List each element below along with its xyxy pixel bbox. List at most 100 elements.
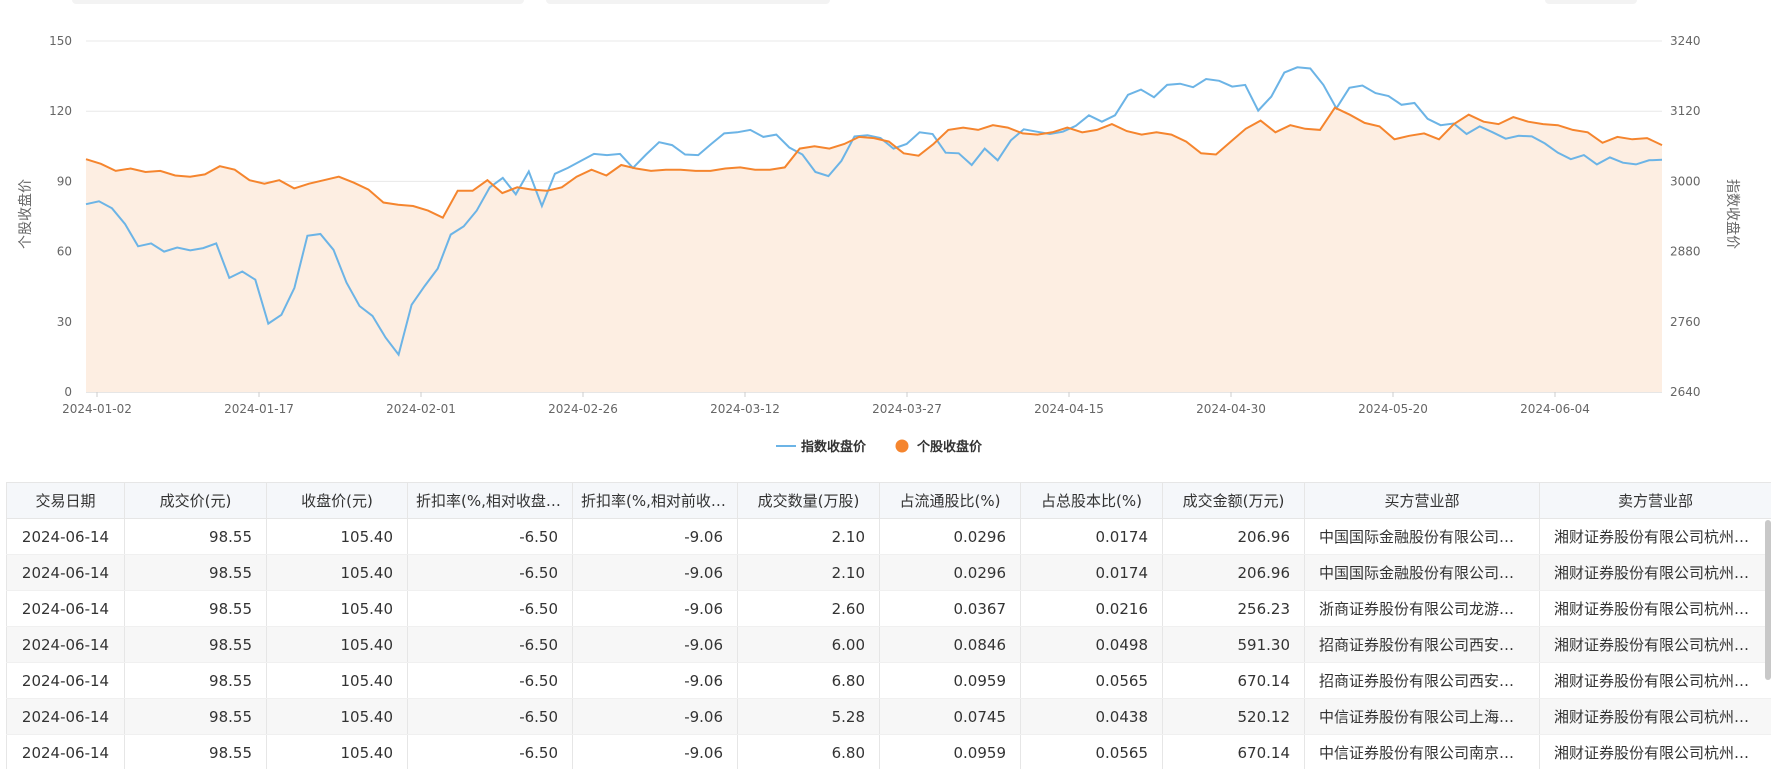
cell-close-price: 105.40	[266, 518, 408, 555]
cell-trade-price: 98.55	[124, 518, 267, 555]
cell-close-price: 105.40	[266, 554, 408, 591]
table-scrollbar[interactable]	[1765, 520, 1771, 680]
col-header-discount-prev-close[interactable]: 折扣率(%,相对前收盘价)	[572, 482, 738, 519]
cell-buyer: 中信证券股份有限公司南京营业部	[1304, 734, 1540, 769]
cell-volume: 6.00	[737, 626, 880, 663]
cell-discount-prev-close: -9.06	[572, 734, 738, 769]
table-row[interactable]: 2024-06-14 98.55 105.40 -6.50 -9.06 2.10 0.029…	[6, 518, 1771, 555]
cell-trade-price: 98.55	[124, 554, 267, 591]
left-tick-label: 60	[57, 245, 72, 259]
col-header-close-price[interactable]: 收盘价(元)	[266, 482, 408, 519]
cell-discount-prev-close: -9.06	[572, 662, 738, 699]
legend-index-label: 指数收盘价	[801, 439, 867, 455]
x-tick-label: 2024-02-26	[548, 402, 618, 416]
block-trade-table: 交易日期 成交价(元) 收盘价(元) 折扣率(%,相对收盘价) 折扣率(%,相对…	[6, 482, 1771, 769]
table-row[interactable]: 2024-06-14 98.55 105.40 -6.50 -9.06 2.10 0.029…	[6, 554, 1771, 591]
cell-discount-close: -6.50	[407, 590, 573, 627]
table-header-row: 交易日期 成交价(元) 收盘价(元) 折扣率(%,相对收盘价) 折扣率(%,相对…	[6, 482, 1771, 519]
left-tick-label: 0	[64, 385, 72, 399]
x-tick-label: 2024-03-12	[710, 402, 780, 416]
right-tick-label: 2760	[1670, 315, 1701, 329]
cell-float-ratio: 0.0846	[879, 626, 1021, 663]
legend-item-stock[interactable]: 个股收盘价	[895, 439, 984, 455]
col-header-buyer[interactable]: 买方营业部	[1304, 482, 1540, 519]
cell-trade-price: 98.55	[124, 662, 267, 699]
cell-volume: 2.10	[737, 554, 880, 591]
cell-buyer: 中国国际金融股份有限公司上海分公司	[1304, 554, 1540, 591]
top-control-stub-left	[72, 0, 524, 4]
cell-amount: 256.23	[1162, 590, 1305, 627]
cell-seller: 湘财证券股份有限公司杭州营业部	[1539, 698, 1771, 735]
cell-date: 2024-06-14	[6, 554, 125, 591]
cell-date: 2024-06-14	[6, 698, 125, 735]
cell-float-ratio: 0.0367	[879, 590, 1021, 627]
cell-close-price: 105.40	[266, 626, 408, 663]
table-row[interactable]: 2024-06-14 98.55 105.40 -6.50 -9.06 5.28 0.074…	[6, 698, 1771, 735]
cell-seller: 湘财证券股份有限公司杭州营业部	[1539, 518, 1771, 555]
legend: 指数收盘价 个股收盘价	[776, 439, 983, 455]
col-header-date[interactable]: 交易日期	[6, 482, 125, 519]
left-tick-label: 90	[57, 174, 72, 188]
left-tick-label: 120	[49, 104, 72, 118]
x-tick-label: 2024-03-27	[872, 402, 942, 416]
cell-amount: 520.12	[1162, 698, 1305, 735]
cell-total-ratio: 0.0438	[1020, 698, 1163, 735]
cell-float-ratio: 0.0959	[879, 734, 1021, 769]
cell-volume: 6.80	[737, 662, 880, 699]
x-tick-label: 2024-01-17	[224, 402, 294, 416]
left-tick-label: 150	[49, 34, 72, 48]
right-tick-label: 3000	[1670, 174, 1701, 188]
cell-total-ratio: 0.0565	[1020, 734, 1163, 769]
col-header-float-ratio[interactable]: 占流通股比(%)	[879, 482, 1021, 519]
cell-amount: 591.30	[1162, 626, 1305, 663]
x-tick-label: 2024-04-15	[1034, 402, 1104, 416]
cell-close-price: 105.40	[266, 734, 408, 769]
cell-date: 2024-06-14	[6, 734, 125, 769]
cell-trade-price: 98.55	[124, 626, 267, 663]
col-header-volume[interactable]: 成交数量(万股)	[737, 482, 880, 519]
cell-buyer: 中国国际金融股份有限公司上海分公司	[1304, 518, 1540, 555]
cell-seller: 湘财证券股份有限公司杭州营业部	[1539, 734, 1771, 769]
legend-stock-label: 个股收盘价	[916, 439, 983, 455]
cell-discount-close: -6.50	[407, 734, 573, 769]
col-header-trade-price[interactable]: 成交价(元)	[124, 482, 267, 519]
table-row[interactable]: 2024-06-14 98.55 105.40 -6.50 -9.06 6.00 0.084…	[6, 626, 1771, 663]
cell-buyer: 招商证券股份有限公司西安营业部	[1304, 662, 1540, 699]
left-axis-label: 个股收盘价	[17, 179, 34, 249]
cell-float-ratio: 0.0296	[879, 554, 1021, 591]
cell-discount-close: -6.50	[407, 518, 573, 555]
legend-item-index[interactable]: 指数收盘价	[776, 439, 867, 455]
right-tick-label: 2880	[1670, 245, 1701, 259]
cell-buyer: 招商证券股份有限公司西安营业部	[1304, 626, 1540, 663]
cell-discount-close: -6.50	[407, 554, 573, 591]
cell-volume: 2.10	[737, 518, 880, 555]
table-row[interactable]: 2024-06-14 98.55 105.40 -6.50 -9.06 2.60 0.036…	[6, 590, 1771, 627]
cell-discount-prev-close: -9.06	[572, 626, 738, 663]
table-row[interactable]: 2024-06-14 98.55 105.40 -6.50 -9.06 6.80 0.095…	[6, 662, 1771, 699]
cell-total-ratio: 0.0565	[1020, 662, 1163, 699]
top-control-stub-right	[1545, 0, 1637, 4]
cell-amount: 670.14	[1162, 662, 1305, 699]
col-header-seller[interactable]: 卖方营业部	[1539, 482, 1771, 519]
cell-close-price: 105.40	[266, 698, 408, 735]
col-header-total-ratio[interactable]: 占总股本比(%)	[1020, 482, 1163, 519]
cell-date: 2024-06-14	[6, 626, 125, 663]
col-header-discount-close[interactable]: 折扣率(%,相对收盘价)	[407, 482, 573, 519]
x-tick-label: 2024-05-20	[1358, 402, 1428, 416]
cell-date: 2024-06-14	[6, 662, 125, 699]
cell-seller: 湘财证券股份有限公司杭州营业部	[1539, 662, 1771, 699]
x-tick-label: 2024-01-02	[62, 402, 132, 416]
cell-volume: 6.80	[737, 734, 880, 769]
col-header-amount[interactable]: 成交金额(万元)	[1162, 482, 1305, 519]
x-tick-label: 2024-04-30	[1196, 402, 1266, 416]
right-tick-label: 2640	[1670, 385, 1701, 399]
stock-close-line	[85, 106, 1663, 220]
cell-seller: 湘财证券股份有限公司杭州营业部	[1539, 590, 1771, 627]
cell-discount-close: -6.50	[407, 626, 573, 663]
cell-discount-close: -6.50	[407, 662, 573, 699]
cell-close-price: 105.40	[266, 662, 408, 699]
cell-discount-close: -6.50	[407, 698, 573, 735]
right-axis-ticks: 2640 2760 2880 3000 3120 3240	[1670, 34, 1701, 399]
x-tick-label: 2024-02-01	[386, 402, 456, 416]
table-row[interactable]: 2024-06-14 98.55 105.40 -6.50 -9.06 6.80 0.095…	[6, 734, 1771, 769]
